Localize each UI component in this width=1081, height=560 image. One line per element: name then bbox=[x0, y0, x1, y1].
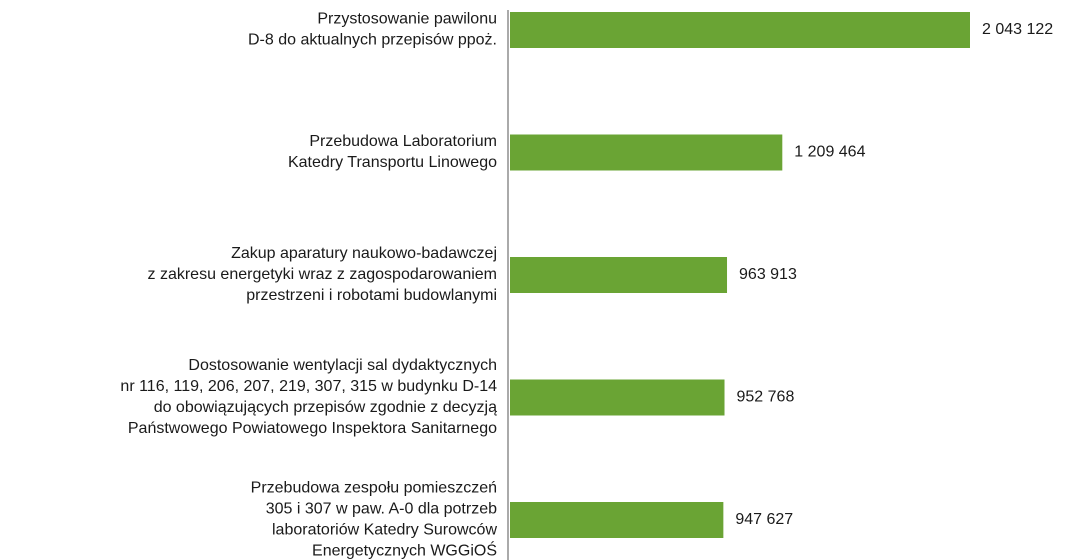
value-label: 2 043 122 bbox=[982, 21, 1053, 38]
bar bbox=[510, 134, 783, 171]
category-label: laboratoriów Katedry Surowców bbox=[272, 522, 497, 539]
category-label: Katedry Transportu Linowego bbox=[288, 154, 497, 171]
value-label: 1 209 464 bbox=[794, 144, 865, 161]
category-label: Przystosowanie pawilonu bbox=[317, 11, 497, 28]
bar bbox=[510, 502, 724, 538]
category-label: Dostosowanie wentylacji sal dydaktycznyc… bbox=[188, 357, 497, 374]
category-label: Przebudowa Laboratorium bbox=[309, 133, 497, 150]
value-label: 947 627 bbox=[735, 511, 793, 528]
category-label: Państwowego Powiatowego Inspektora Sanit… bbox=[128, 420, 497, 437]
bar bbox=[510, 379, 725, 416]
category-label: przestrzeni i robotami budowlanymi bbox=[246, 287, 497, 304]
category-label: Energetycznych WGGiOŚ bbox=[312, 541, 497, 560]
category-label: D-8 do aktualnych przepisów ppoż. bbox=[248, 32, 497, 49]
category-label: 305 i 307 w paw. A-0 dla potrzeb bbox=[266, 501, 497, 518]
bar bbox=[510, 12, 970, 48]
category-label: do obowiązujących przepisów zgodnie z de… bbox=[154, 399, 497, 416]
category-label: nr 116, 119, 206, 207, 219, 307, 315 w b… bbox=[120, 378, 497, 395]
bar bbox=[510, 257, 728, 293]
category-label: z zakresu energetyki wraz z zagospodarow… bbox=[148, 266, 498, 283]
value-label: 963 913 bbox=[739, 266, 797, 283]
value-label: 952 768 bbox=[737, 389, 795, 406]
category-label: Zakup aparatury naukowo-badawczej bbox=[231, 245, 497, 262]
category-label: Przebudowa zespołu pomieszczeń bbox=[251, 480, 497, 497]
